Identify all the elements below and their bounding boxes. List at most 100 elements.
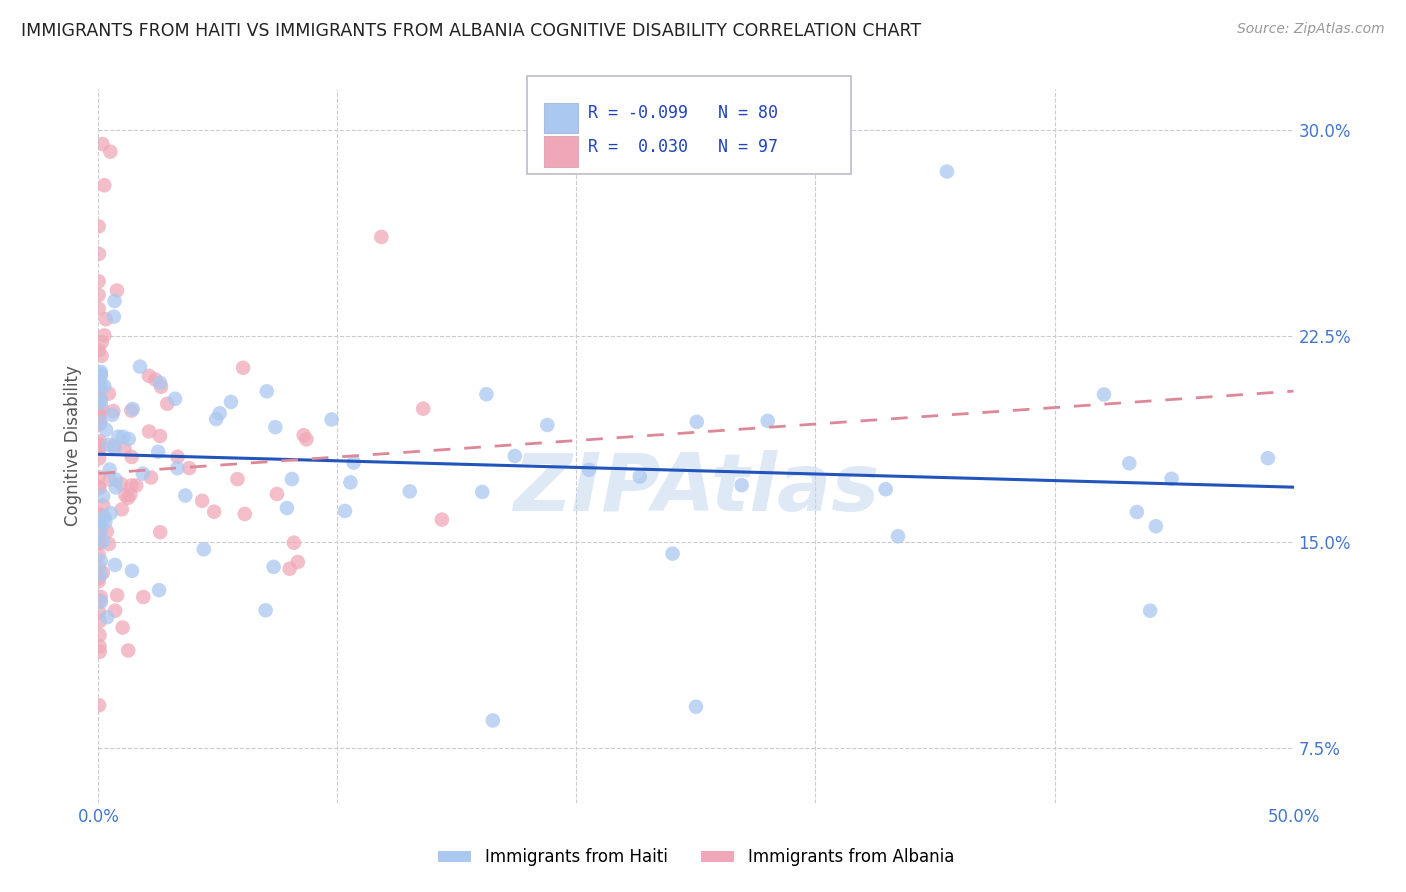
Point	[94, 423, 117, 437]
Point	[191, 493, 214, 508]
Point	[87, 571, 110, 585]
Point	[103, 404, 125, 418]
Point	[398, 484, 420, 499]
Point	[333, 504, 356, 518]
Point	[87, 509, 110, 524]
Point	[292, 428, 315, 442]
Point	[121, 401, 143, 416]
Point	[90, 595, 112, 609]
Point	[121, 450, 143, 464]
Point	[756, 414, 779, 428]
Point	[503, 449, 526, 463]
Point	[278, 562, 301, 576]
Point	[936, 164, 959, 178]
Point	[104, 442, 127, 456]
Point	[107, 429, 129, 443]
Point	[661, 547, 683, 561]
Point	[96, 610, 118, 624]
Point	[143, 372, 166, 386]
Point	[91, 566, 114, 580]
Point	[685, 699, 707, 714]
Point	[90, 590, 112, 604]
Text: ZIPAtlas: ZIPAtlas	[513, 450, 879, 528]
Point	[120, 487, 142, 501]
Point	[98, 537, 121, 551]
Point	[150, 380, 173, 394]
Point	[105, 284, 128, 298]
Point	[256, 384, 278, 399]
Point	[87, 374, 110, 388]
Point	[125, 478, 148, 492]
Point	[156, 397, 179, 411]
Point	[89, 614, 111, 628]
Point	[875, 482, 897, 496]
Point	[166, 461, 188, 475]
Text: R = -0.099   N = 80: R = -0.099 N = 80	[588, 104, 778, 122]
Point	[104, 558, 127, 572]
Point	[91, 498, 114, 512]
Point	[87, 247, 110, 261]
Point	[87, 274, 110, 288]
Point	[193, 542, 215, 557]
Point	[90, 392, 112, 407]
Point	[412, 401, 434, 416]
Point	[89, 536, 111, 550]
Point	[87, 414, 110, 428]
Point	[93, 328, 115, 343]
Point	[536, 417, 558, 432]
Point	[1257, 451, 1279, 466]
Point	[104, 480, 127, 494]
Point	[166, 450, 188, 464]
Text: IMMIGRANTS FROM HAITI VS IMMIGRANTS FROM ALBANIA COGNITIVE DISABILITY CORRELATIO: IMMIGRANTS FROM HAITI VS IMMIGRANTS FROM…	[21, 22, 921, 40]
Point	[87, 417, 110, 432]
Point	[87, 698, 110, 713]
Point	[1139, 604, 1161, 618]
Point	[471, 484, 494, 499]
Point	[89, 407, 111, 421]
Point	[89, 392, 111, 406]
Point	[96, 524, 118, 539]
Point	[87, 301, 110, 316]
Point	[287, 555, 309, 569]
Point	[91, 137, 114, 152]
Point	[370, 230, 392, 244]
Point	[91, 534, 114, 549]
Point	[89, 645, 111, 659]
Point	[117, 643, 139, 657]
Legend: Immigrants from Haiti, Immigrants from Albania: Immigrants from Haiti, Immigrants from A…	[432, 842, 960, 873]
Point	[111, 621, 134, 635]
Point	[129, 359, 152, 374]
Point	[87, 380, 110, 394]
Point	[281, 472, 304, 486]
Point	[98, 145, 121, 159]
Point	[90, 567, 112, 582]
Point	[87, 219, 110, 234]
Point	[87, 451, 110, 466]
Point	[90, 367, 112, 381]
Point	[90, 401, 112, 416]
Point	[93, 379, 115, 393]
Point	[578, 463, 600, 477]
Point	[87, 574, 110, 589]
Point	[90, 508, 112, 522]
Point	[232, 360, 254, 375]
Point	[114, 488, 136, 502]
Point	[263, 560, 285, 574]
Point	[149, 376, 172, 390]
Point	[87, 559, 110, 574]
Point	[90, 396, 112, 410]
Point	[121, 478, 143, 492]
Point	[104, 604, 127, 618]
Point	[132, 467, 155, 481]
Point	[87, 480, 110, 494]
Point	[342, 456, 364, 470]
Point	[90, 365, 112, 379]
Point	[89, 594, 111, 608]
Point	[202, 505, 225, 519]
Point	[90, 524, 112, 539]
Point	[149, 429, 172, 443]
Point	[103, 293, 125, 308]
Point	[89, 628, 111, 642]
Point	[430, 513, 453, 527]
Point	[103, 439, 125, 453]
